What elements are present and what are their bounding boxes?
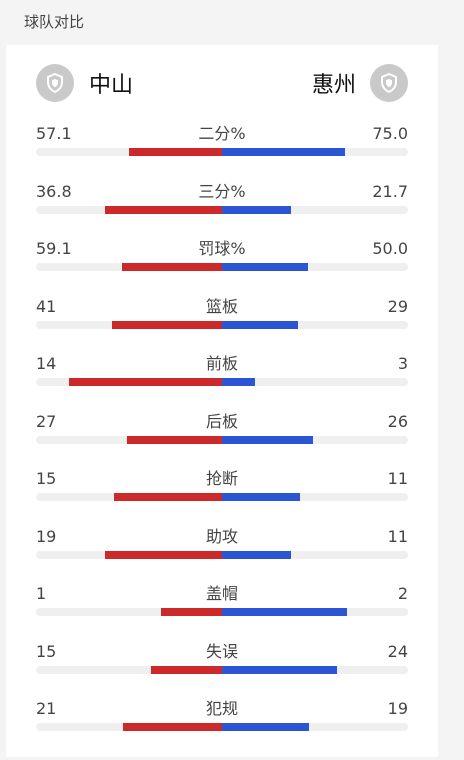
stat-row: 15 失误 24: [36, 642, 408, 682]
comparison-bar-track: [36, 205, 408, 214]
shield-icon: [36, 64, 74, 102]
away-stat-bar: [222, 493, 300, 501]
shield-icon: [370, 64, 408, 102]
away-stat-value: 21.7: [372, 181, 408, 201]
home-stat-bar: [129, 148, 222, 156]
home-stat-value: 15: [36, 469, 57, 488]
away-stat-value: 29: [387, 296, 408, 316]
home-stat-bar: [127, 435, 222, 444]
away-stat-value: 24: [387, 641, 408, 661]
stat-label: 二分%: [198, 124, 246, 143]
section-title: 球队对比: [24, 13, 85, 31]
away-stat-bar: [222, 320, 298, 329]
comparison-bar-track: [36, 550, 408, 559]
away-stat-bar: [222, 205, 291, 214]
home-stat-bar: [69, 378, 222, 386]
stat-label: 抢断: [205, 469, 238, 488]
home-stat-value: 1: [36, 584, 47, 603]
home-stat-bar: [105, 550, 222, 559]
home-stat-bar: [105, 205, 222, 214]
home-team[interactable]: 中山: [36, 63, 133, 103]
comparison-bar-track: [36, 723, 408, 731]
away-stat-value: 75.0: [372, 124, 408, 143]
stat-row: 57.1 二分% 75.0: [36, 124, 408, 164]
stat-label: 后板: [205, 411, 238, 431]
home-stat-bar: [114, 493, 222, 501]
stat-row: 14 前板 3: [36, 354, 408, 394]
stat-label: 篮板: [205, 296, 238, 316]
stat-row: 19 助攻 11: [36, 527, 408, 567]
stat-row: 36.8 三分% 21.7: [36, 182, 408, 222]
comparison-bar-track: [36, 148, 408, 156]
away-stat-bar: [222, 263, 308, 271]
stat-row: 41 篮板 29: [36, 297, 408, 337]
home-stat-value: 21: [36, 699, 57, 718]
home-team-name: 中山: [89, 73, 134, 98]
home-stat-value: 15: [36, 641, 57, 661]
away-stat-bar: [222, 608, 347, 616]
home-stat-value: 19: [36, 526, 57, 546]
stat-row: 59.1 罚球% 50.0: [36, 239, 408, 279]
away-team[interactable]: 惠州: [312, 63, 408, 103]
away-stat-bar: [222, 378, 255, 386]
comparison-bar-track: [36, 263, 408, 271]
away-stat-value: 2: [397, 584, 408, 603]
stat-row: 21 犯规 19: [36, 699, 408, 739]
team-comparison-card: [6, 45, 438, 757]
home-stat-value: 41: [36, 296, 57, 316]
home-stat-value: 57.1: [36, 124, 72, 143]
away-stat-value: 11: [387, 526, 408, 546]
away-team-name: 惠州: [311, 73, 356, 98]
away-stat-bar: [222, 723, 309, 731]
stat-label: 前板: [205, 354, 238, 373]
away-stat-bar: [222, 435, 313, 444]
stat-label: 盖帽: [205, 584, 238, 603]
home-stat-value: 59.1: [36, 239, 72, 258]
home-stat-bar: [123, 723, 222, 731]
home-stat-value: 27: [36, 411, 57, 431]
away-stat-bar: [222, 550, 291, 559]
comparison-bar-track: [36, 378, 408, 386]
stat-label: 犯规: [205, 699, 238, 718]
away-stat-bar: [222, 665, 337, 674]
home-stat-bar: [122, 263, 222, 271]
comparison-bar-track: [36, 608, 408, 616]
comparison-bar-track: [36, 435, 408, 444]
comparison-bar-track: [36, 493, 408, 501]
away-stat-bar: [222, 148, 345, 156]
stat-row: 1 盖帽 2: [36, 584, 408, 624]
away-stat-value: 26: [387, 411, 408, 431]
home-stat-value: 14: [36, 354, 57, 373]
away-stat-value: 19: [387, 699, 408, 718]
home-stat-bar: [161, 608, 222, 616]
away-stat-value: 11: [387, 469, 408, 488]
stat-label: 罚球%: [198, 239, 246, 258]
away-stat-value: 50.0: [372, 239, 408, 258]
stat-row: 27 后板 26: [36, 412, 408, 452]
home-stat-value: 36.8: [36, 181, 72, 201]
stat-label: 失误: [205, 641, 238, 661]
comparison-bar-track: [36, 320, 408, 329]
stat-label: 助攻: [205, 526, 238, 546]
comparison-bar-track: [36, 665, 408, 674]
away-stat-value: 3: [397, 354, 408, 373]
stat-label: 三分%: [198, 181, 246, 201]
home-stat-bar: [151, 665, 222, 674]
stat-row: 15 抢断 11: [36, 469, 408, 509]
home-stat-bar: [112, 320, 222, 329]
